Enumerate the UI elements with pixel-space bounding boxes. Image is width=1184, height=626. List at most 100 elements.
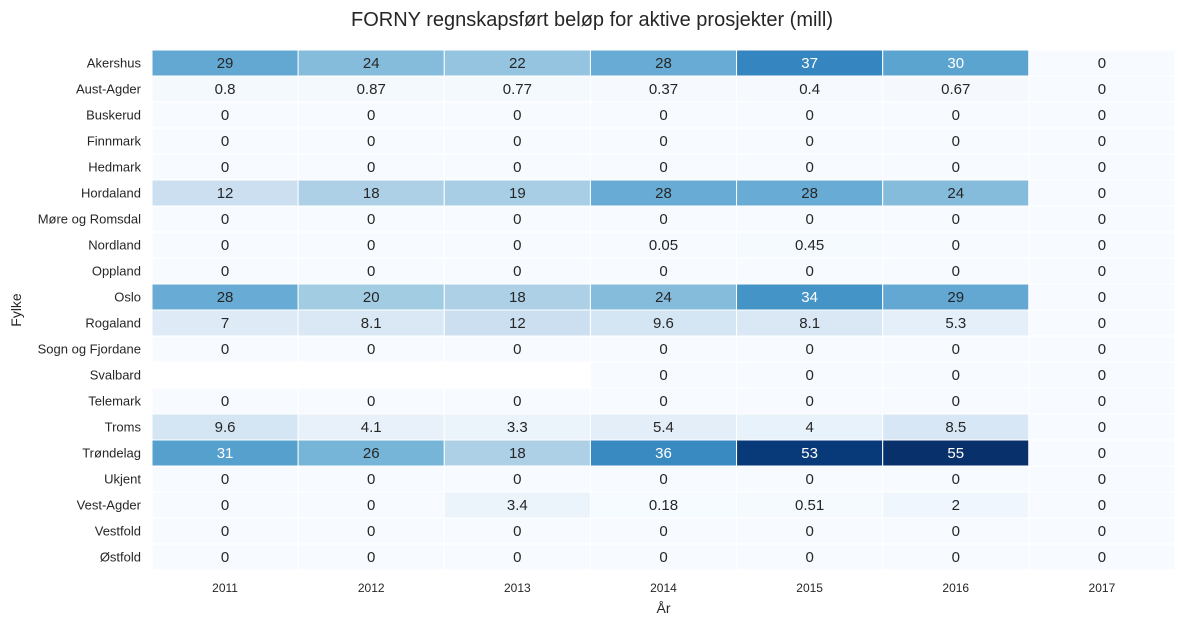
heatmap-cell xyxy=(443,153,591,181)
heatmap-cell xyxy=(736,283,884,311)
cell-value-label: 0 xyxy=(367,497,375,514)
cell-value-label: 0 xyxy=(805,341,813,358)
cell-value-label: 0.77 xyxy=(503,81,532,98)
y-tick-label: Hordaland xyxy=(81,186,141,201)
y-tick-label: Vestfold xyxy=(95,524,141,539)
y-tick-label: Østfold xyxy=(100,550,141,565)
cell-value-label: 0 xyxy=(367,471,375,488)
cell-value-label: 24 xyxy=(947,185,964,202)
cell-value-label: 0 xyxy=(659,523,667,540)
cell-value-label: 0 xyxy=(1098,523,1106,540)
heatmap-cell xyxy=(882,101,1030,129)
cell-value-label: 22 xyxy=(509,55,526,72)
cell-value-label: 20 xyxy=(363,289,380,306)
heatmap-cell xyxy=(297,179,445,207)
heatmap-cell xyxy=(443,387,591,415)
cell-value-label: 28 xyxy=(655,185,672,202)
cell-value-label: 0 xyxy=(1098,497,1106,514)
cell-value-label: 0 xyxy=(367,159,375,176)
y-tick-label: Sogn og Fjordane xyxy=(38,342,141,357)
heatmap-cell xyxy=(589,101,738,129)
heatmap-cell xyxy=(882,309,1030,337)
cell-value-label: 0 xyxy=(659,159,667,176)
heatmap-cell xyxy=(882,205,1030,233)
heatmap-cell xyxy=(443,75,591,103)
cell-value-label: 0.45 xyxy=(795,237,824,254)
heatmap-cell xyxy=(297,127,445,155)
heatmap-cell xyxy=(589,335,738,363)
heatmap-cell xyxy=(297,413,445,441)
cell-value-label: 2 xyxy=(952,497,960,514)
cell-value-label: 0 xyxy=(513,237,521,254)
cell-value-label: 4 xyxy=(805,419,813,436)
cell-value-label: 53 xyxy=(801,445,818,462)
chart-title: FORNY regnskapsført beløp for aktive pro… xyxy=(351,9,833,31)
cell-value-label: 0 xyxy=(1098,393,1106,410)
cell-value-label: 0.37 xyxy=(649,81,678,98)
y-tick-label: Rogaland xyxy=(85,316,141,331)
heatmap-cell xyxy=(151,543,299,571)
cell-value-label: 29 xyxy=(947,289,964,306)
cell-value-label: 0 xyxy=(513,107,521,124)
heatmap-cell xyxy=(151,231,299,259)
cell-value-label: 0 xyxy=(513,523,521,540)
heatmap-cell xyxy=(882,491,1030,519)
cell-value-label: 24 xyxy=(655,289,672,306)
heatmap-cell xyxy=(1028,387,1176,415)
cell-value-label: 28 xyxy=(801,185,818,202)
cell-value-label: 0 xyxy=(805,133,813,150)
cell-value-label: 0 xyxy=(221,497,229,514)
cell-value-label: 0 xyxy=(659,367,667,384)
x-tick-label: 2011 xyxy=(212,581,238,595)
cell-value-label: 0 xyxy=(1098,549,1106,566)
cell-value-label: 0 xyxy=(1098,237,1106,254)
x-tick-labels: 2011 2012 2013 2014 2015 2016 2017 xyxy=(212,581,1115,595)
y-tick-label: Møre og Romsdal xyxy=(38,212,141,227)
cell-value-label: 0 xyxy=(367,237,375,254)
heatmap-cell xyxy=(589,205,738,233)
heatmap-cell xyxy=(736,413,884,441)
heatmap-cell xyxy=(882,465,1030,493)
cell-value-label: 0 xyxy=(221,159,229,176)
heatmap-cell xyxy=(443,413,591,441)
heatmap-cell xyxy=(443,517,591,545)
cell-value-label: 19 xyxy=(509,185,526,202)
heatmap-cell xyxy=(589,543,738,571)
heatmap-cell xyxy=(589,309,738,337)
heatmap-cell xyxy=(736,205,884,233)
cell-value-label: 28 xyxy=(217,289,234,306)
cell-value-label: 0 xyxy=(367,107,375,124)
cell-value-label: 0 xyxy=(1098,263,1106,280)
x-tick-label: 2014 xyxy=(650,581,677,595)
cell-value-label: 37 xyxy=(801,55,818,72)
cell-value-label: 0 xyxy=(221,341,229,358)
cell-value-label: 24 xyxy=(363,55,380,72)
heatmap-cell xyxy=(736,543,884,571)
cell-value-label: 0 xyxy=(952,159,960,176)
heatmap-cell xyxy=(589,465,738,493)
cell-value-label: 0 xyxy=(221,237,229,254)
x-tick-label: 2017 xyxy=(1089,581,1116,595)
cell-value-label: 0 xyxy=(805,263,813,280)
cell-value-label: 0 xyxy=(659,549,667,566)
heatmap-cell xyxy=(1028,231,1176,259)
cell-value-label: 0 xyxy=(952,393,960,410)
heatmap-cell xyxy=(151,75,299,103)
cell-value-label: 0 xyxy=(513,341,521,358)
heatmap-cell xyxy=(151,517,299,545)
x-axis-title: År xyxy=(656,600,670,616)
cell-value-label: 31 xyxy=(217,445,234,462)
heatmap-cell xyxy=(1028,179,1176,207)
heatmap-cell xyxy=(297,491,445,519)
cell-value-label: 30 xyxy=(947,55,964,72)
heatmap-cell xyxy=(151,205,299,233)
heatmap-cell xyxy=(297,309,445,337)
heatmap-cell xyxy=(736,491,884,519)
cell-value-label: 0 xyxy=(659,133,667,150)
cell-value-label: 0 xyxy=(659,471,667,488)
cell-value-label: 0 xyxy=(367,211,375,228)
cell-value-label: 0 xyxy=(1098,471,1106,488)
cell-value-label: 0 xyxy=(659,341,667,358)
heatmap-cell xyxy=(1028,361,1176,389)
cell-value-label: 0 xyxy=(1098,185,1106,202)
